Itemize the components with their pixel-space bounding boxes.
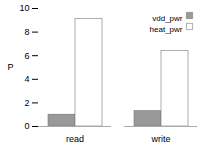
svg-text:6: 6 [24, 51, 29, 61]
svg-text:4: 4 [24, 74, 29, 84]
svg-text:P: P [7, 62, 13, 72]
svg-text:10: 10 [19, 3, 29, 13]
svg-text:write: write [150, 134, 170, 144]
svg-text:8: 8 [24, 27, 29, 37]
svg-text:read: read [66, 134, 84, 144]
svg-text:0: 0 [24, 121, 29, 131]
svg-text:2: 2 [24, 98, 29, 108]
svg-text:heat_pwr: heat_pwr [150, 25, 183, 34]
svg-text:vdd_pwr: vdd_pwr [152, 14, 183, 23]
